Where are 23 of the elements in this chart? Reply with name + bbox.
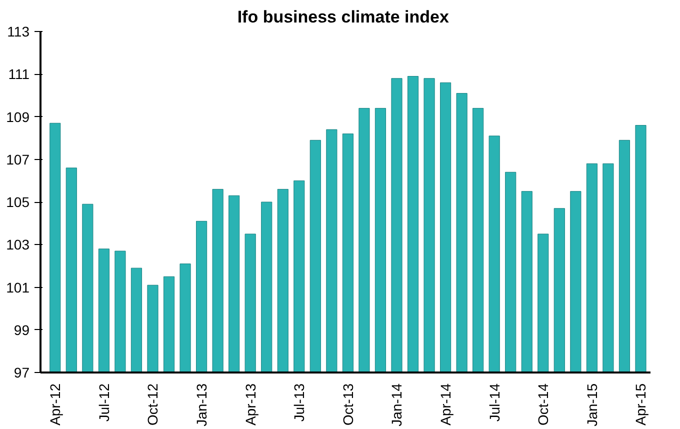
x-tick-label: Jul-12 (96, 383, 112, 422)
x-tick-label: Jan-14 (388, 383, 405, 426)
y-tick-label: 101 (6, 279, 30, 296)
y-tick-label: 103 (6, 236, 30, 253)
chart-title: Ifo business climate index (237, 8, 450, 26)
y-tick-label: 113 (7, 24, 30, 40)
x-tick-label: Jul-13 (291, 383, 308, 422)
x-tick-label: Jan-15 (584, 383, 600, 426)
x-tick-label: Oct-12 (144, 383, 161, 426)
x-tick-label: Jan-13 (194, 383, 210, 426)
x-tick-label: Oct-14 (535, 383, 552, 426)
x-tick-label: Apr-14 (438, 383, 454, 426)
y-tick-label: 99 (14, 322, 30, 338)
y-tick-label: 109 (6, 108, 30, 125)
y-tick-label: 105 (6, 194, 30, 210)
x-tick-label: Jul-14 (486, 383, 502, 422)
y-tick-label: 111 (8, 66, 30, 82)
y-tick-label: 97 (14, 364, 30, 380)
x-tick-label: Apr-12 (47, 383, 64, 426)
x-tick-label: Oct-13 (340, 383, 356, 426)
x-tick-label: Apr-13 (242, 383, 258, 426)
x-tick-label: Apr-15 (632, 383, 649, 426)
y-tick-label: 107 (6, 151, 30, 168)
